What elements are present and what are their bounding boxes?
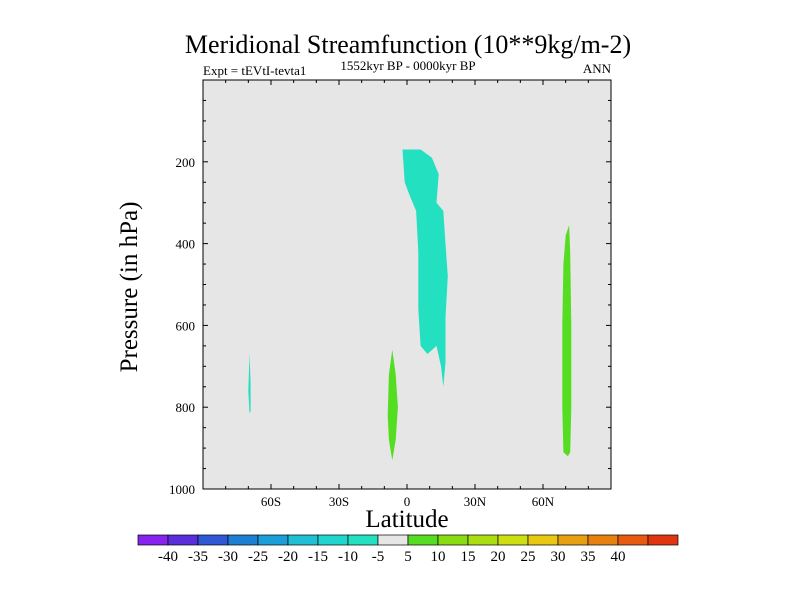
colorbar-label: 15: [461, 549, 476, 565]
y-axis-title: Pressure (in hPa): [116, 202, 143, 373]
upper-tropical-negative-cell: [402, 149, 448, 387]
colorbar-box: [497, 534, 529, 546]
time-range-label: 1552kyr BP - 0000kyr BP: [340, 58, 475, 73]
y-tick-label: 600: [176, 318, 196, 333]
colorbar-label: -35: [188, 549, 208, 565]
colorbar-label: -20: [278, 549, 298, 565]
colorbar-box: [137, 534, 169, 546]
x-tick-label: 60S: [261, 494, 281, 509]
colorbar-label: -30: [218, 549, 238, 565]
colorbar-box: [377, 534, 409, 546]
colorbar-box: [617, 534, 649, 546]
northern-positive-cell: [562, 225, 572, 457]
colorbar-label: 25: [521, 549, 536, 565]
axis-ticks: [202, 79, 612, 490]
colorbar-label: -40: [158, 549, 178, 565]
colorbar-box: [227, 534, 259, 546]
y-tick-labels: 200 400 600 800 1000: [169, 155, 195, 497]
colorbar-box: [407, 534, 439, 546]
colorbar-label: -5: [372, 549, 385, 565]
colorbar-label: -15: [308, 549, 328, 565]
colorbar-box: [287, 534, 319, 546]
colorbar-label: 20: [491, 549, 506, 565]
colorbar-label: 10: [431, 549, 446, 565]
experiment-label: Expt = tEVtI-tevta1: [203, 63, 306, 78]
colorbar-box: [587, 534, 619, 546]
colorbar-label: 40: [611, 549, 626, 565]
equatorial-positive-cell: [387, 349, 398, 461]
chart-title: Meridional Streamfunction (10**9kg/m-2): [185, 30, 631, 59]
colorbar-box: [467, 534, 499, 546]
colorbar-label: -25: [248, 549, 268, 565]
contour-regions: [248, 149, 572, 461]
colorbar-label: 30: [551, 549, 566, 565]
y-tick-label: 200: [176, 155, 196, 170]
season-label: ANN: [583, 61, 612, 76]
y-tick-label: 1000: [169, 482, 195, 497]
colorbar-labels: -40 -35 -30 -25 -20 -15 -10 -5 5 10 15 20 25 30 35 40: [158, 549, 626, 565]
x-axis-title: Latitude: [365, 506, 448, 533]
y-tick-label: 800: [176, 400, 196, 415]
colorbar-box: [557, 534, 589, 546]
plot-area: [203, 80, 611, 489]
x-tick-label: 60N: [532, 494, 555, 509]
y-tick-label: 400: [176, 237, 196, 252]
colorbar-box: [317, 534, 349, 546]
colorbar-box: [197, 534, 229, 546]
colorbar-box: [647, 534, 679, 546]
colorbar: [137, 534, 679, 546]
x-tick-label: 0: [404, 494, 411, 509]
x-tick-label: 30N: [464, 494, 487, 509]
colorbar-label: 35: [581, 549, 596, 565]
colorbar-label: -10: [338, 549, 358, 565]
colorbar-box: [167, 534, 199, 546]
colorbar-label: 5: [404, 549, 412, 565]
southern-negative-sliver: [248, 354, 251, 414]
colorbar-box: [257, 534, 289, 546]
colorbar-box: [527, 534, 559, 546]
colorbar-box: [347, 534, 379, 546]
x-tick-label: 30S: [329, 494, 349, 509]
colorbar-box: [437, 534, 469, 546]
x-tick-labels: 60S 30S 0 30N 60N: [261, 494, 555, 509]
